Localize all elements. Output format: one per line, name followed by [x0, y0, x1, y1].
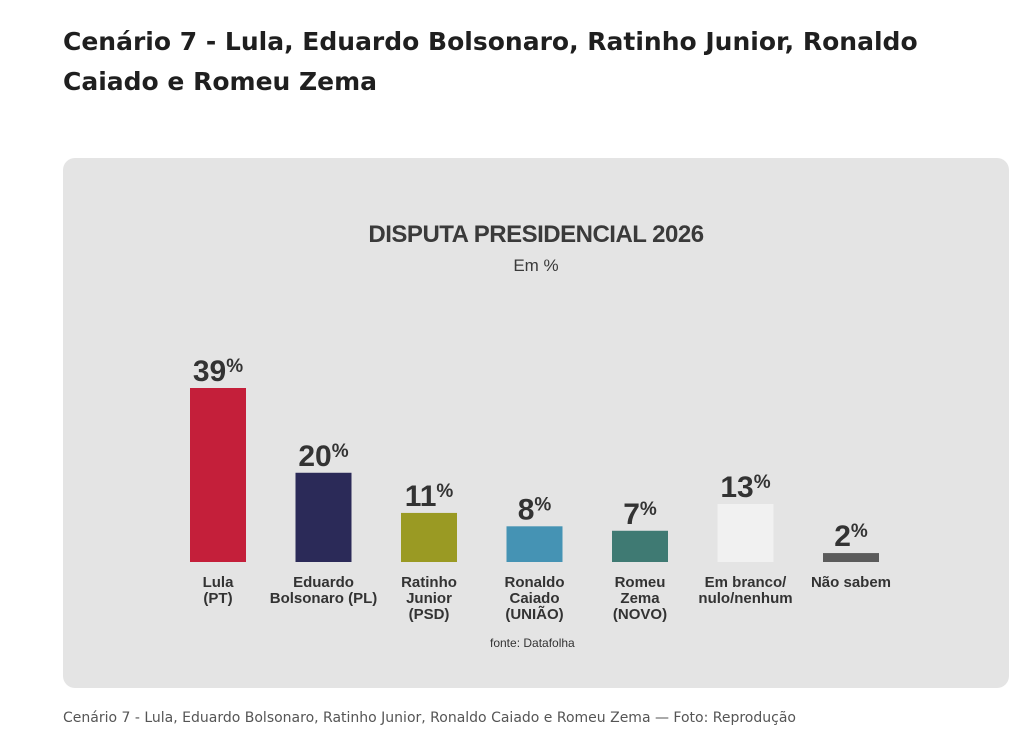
bar-chart: 39% Lula (PT) 20% Eduardo Bolsonaro (PL) 11% Ra…: [190, 355, 891, 623]
image-caption: Cenário 7 - Lula, Eduardo Bolsonaro, Rat…: [63, 710, 796, 726]
bar: [506, 526, 563, 562]
chart-panel: DISPUTA PRESIDENCIAL 2026 Em % 39% Lula (P…: [63, 158, 1009, 688]
chart-subtitle: Em %: [513, 256, 559, 275]
data-label: 11%: [405, 480, 454, 513]
category-label: Romeu Zema (NOVO): [613, 574, 667, 623]
category-label: Lula (PT): [203, 574, 234, 607]
data-label: 7%: [623, 498, 657, 531]
page-heading: Cenário 7 - Lula, Eduardo Bolsonaro, Rat…: [63, 27, 918, 96]
bar: [823, 553, 879, 562]
bar: [717, 504, 774, 562]
category-label: Eduardo Bolsonaro (PL): [270, 574, 378, 607]
category-label: Não sabem: [811, 574, 891, 591]
bar: [190, 388, 246, 562]
bar: [295, 472, 352, 562]
category-label: Em branco/nulo/nenhum: [698, 574, 792, 607]
chart-source: fonte: Datafolha: [490, 636, 575, 650]
data-label: 39%: [193, 355, 243, 388]
data-label: 13%: [720, 471, 770, 504]
data-label: 2%: [834, 520, 868, 553]
category-label: Ronaldo Caiado (UNIÃO): [505, 574, 565, 623]
chart-title: DISPUTA PRESIDENCIAL 2026: [368, 221, 704, 248]
category-label: Ratinho Junior (PSD): [401, 574, 457, 623]
bar: [612, 530, 668, 562]
data-label: 8%: [518, 493, 552, 526]
bar: [401, 512, 457, 562]
data-label: 20%: [298, 440, 348, 473]
